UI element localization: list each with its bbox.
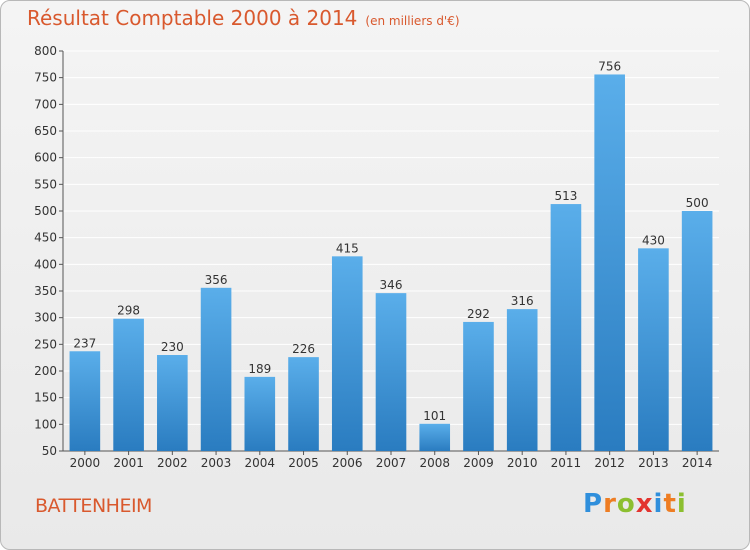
logo-letter: r [603, 489, 617, 519]
bar-2014 [681, 211, 713, 451]
bar-2004 [244, 376, 276, 451]
bar-2006 [331, 256, 363, 451]
bar-2012 [594, 74, 625, 451]
y-tick-label: 150 [34, 391, 57, 405]
value-label: 346 [380, 278, 403, 292]
axes: 50 100 150 200 250 300 350 400 450 500 550 600 650 70… [34, 44, 719, 470]
x-tick-label: 2007 [376, 456, 407, 470]
value-label: 189 [248, 362, 271, 376]
x-tick-label: 2006 [332, 456, 363, 470]
value-label: 756 [598, 59, 621, 73]
bar-2000 [69, 351, 101, 451]
y-tick-label: 300 [34, 311, 57, 325]
logo-letter: i [653, 489, 664, 519]
x-tick-label: 2010 [507, 456, 538, 470]
bars [69, 74, 713, 451]
y-tick-label: 450 [34, 231, 57, 245]
bar-2007 [375, 293, 407, 451]
bar-2001 [113, 318, 144, 451]
x-tick-label: 2002 [157, 456, 188, 470]
y-tick-label: 800 [34, 44, 57, 58]
y-tick-label: 750 [34, 71, 57, 85]
y-tick-label: 50 [42, 444, 57, 458]
value-label: 292 [467, 307, 490, 321]
y-tick-label: 200 [34, 364, 57, 378]
logo-letter: o [616, 489, 636, 519]
bar-2008 [419, 423, 451, 451]
value-label: 513 [554, 189, 577, 203]
title-unit: (en milliers d'€) [365, 14, 460, 28]
x-tick-label: 2005 [288, 456, 319, 470]
x-tick-label: 2003 [201, 456, 232, 470]
y-tick-label: 350 [34, 284, 57, 298]
x-tick-label: 2012 [594, 456, 625, 470]
value-label: 415 [336, 241, 359, 255]
chart-title: Résultat Comptable 2000 à 2014 (en millie… [27, 6, 460, 30]
y-tick-label: 600 [34, 151, 57, 165]
logo-letter: x [635, 489, 654, 519]
x-tick-label: 2014 [682, 456, 713, 470]
proxiti-logo: Proxiti [583, 489, 687, 519]
logo-letter: t [663, 489, 677, 519]
logo-letter: i [676, 489, 687, 519]
value-label: 226 [292, 342, 315, 356]
logo-letter: P [583, 489, 604, 519]
x-tick-label: 2001 [113, 456, 144, 470]
x-tick-label: 2004 [245, 456, 276, 470]
data-labels: 237 298 230 356 189 226 415 346 101 292 316 513 756 4… [73, 59, 708, 422]
bar-2010 [506, 309, 538, 451]
town-name: BATTENHEIM [35, 495, 152, 517]
bar-2011 [550, 204, 582, 451]
x-tick-label: 2011 [551, 456, 582, 470]
y-tick-label: 700 [34, 97, 57, 111]
value-label: 356 [205, 273, 228, 287]
bar-2009 [463, 321, 494, 451]
y-tick-label: 100 [34, 417, 57, 431]
bar-2003 [200, 287, 232, 451]
bar-2013 [638, 248, 669, 451]
value-label: 298 [117, 304, 140, 318]
title-text: Résultat Comptable 2000 à 2014 [27, 6, 358, 30]
bar-2005 [288, 357, 319, 451]
value-label: 230 [161, 340, 184, 354]
y-tick-label: 500 [34, 204, 57, 218]
x-tick-label: 2008 [419, 456, 450, 470]
x-tick-label: 2009 [463, 456, 494, 470]
bar-2002 [157, 355, 188, 451]
value-label: 101 [423, 409, 446, 423]
value-label: 237 [73, 336, 96, 350]
value-label: 500 [686, 196, 709, 210]
y-tick-label: 650 [34, 124, 57, 138]
x-tick-label: 2013 [638, 456, 669, 470]
y-tick-label: 400 [34, 257, 57, 271]
y-tick-label: 250 [34, 337, 57, 351]
value-label: 430 [642, 233, 665, 247]
value-label: 316 [511, 294, 534, 308]
x-tick-label: 2000 [70, 456, 101, 470]
y-tick-label: 550 [34, 177, 57, 191]
